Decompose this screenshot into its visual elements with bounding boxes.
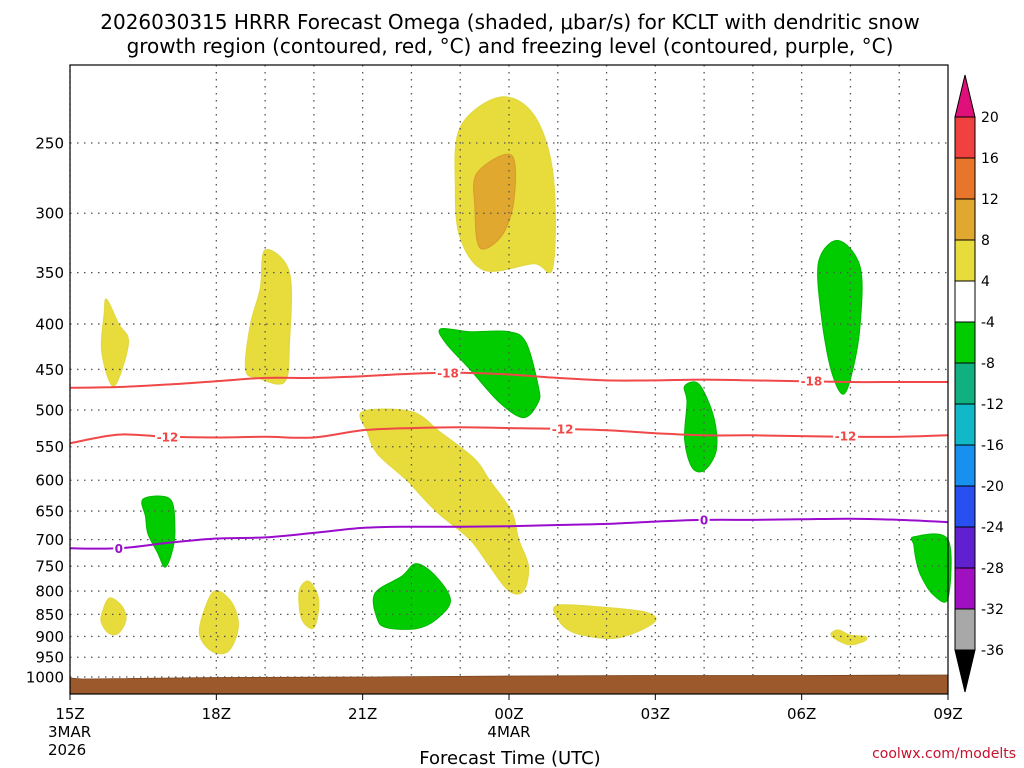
contour-line-0 bbox=[69, 517, 949, 550]
y-tick-label-400: 400 bbox=[35, 316, 64, 334]
omega-region-9 bbox=[553, 604, 657, 640]
x-tick-sub2-15Z: 2026 bbox=[48, 741, 86, 759]
contour-label-bg-0-2 bbox=[698, 512, 710, 527]
colorbar-swatch--36 bbox=[954, 608, 976, 651]
y-tick-label-650: 650 bbox=[35, 503, 64, 521]
omega-shaded-regions bbox=[100, 96, 952, 655]
x-tick-label-09Z: 09Z bbox=[933, 705, 962, 723]
colorbar-swatch-16 bbox=[954, 116, 976, 159]
omega-region-14 bbox=[683, 381, 718, 473]
credit-link[interactable]: coolwx.com/modelts bbox=[872, 746, 1016, 762]
y-tick-label-750: 750 bbox=[35, 558, 64, 576]
y-tick-label-700: 700 bbox=[35, 531, 64, 549]
y-tick-label-550: 550 bbox=[35, 438, 64, 456]
y-tick-label-350: 350 bbox=[35, 264, 64, 282]
colorbar-swatch--24 bbox=[954, 485, 976, 528]
contour-label-bg-0-1 bbox=[113, 541, 125, 556]
colorbar-swatch-4 bbox=[954, 239, 976, 282]
pressure-axis: 250 300 350 400 450 500 550 600 650 700 750 800 850 9… bbox=[26, 135, 64, 687]
contour-label-bg--12-1 bbox=[155, 429, 181, 444]
colorbar-swatch-8 bbox=[954, 198, 976, 241]
y-tick-label-1000: 1000 bbox=[26, 669, 64, 687]
colorbar-swatch--28 bbox=[954, 526, 976, 569]
contour-label--12-1: -12 bbox=[157, 430, 179, 444]
y-tick-label-800: 800 bbox=[35, 583, 64, 601]
x-tick-label-18Z: 18Z bbox=[202, 705, 231, 723]
contour-label--18-1: -18 bbox=[437, 366, 459, 380]
colorbar-label-4: 4 bbox=[981, 274, 990, 290]
y-tick-label-300: 300 bbox=[35, 205, 64, 223]
colorbar-swatch--20 bbox=[954, 444, 976, 487]
contour-line--12 bbox=[69, 426, 949, 445]
contour-label-bg--12-3 bbox=[833, 429, 859, 444]
colorbar-label-16: 16 bbox=[981, 151, 999, 167]
x-tick-label-00Z: 00Z bbox=[494, 705, 523, 723]
temperature-contours: -18 -18 -12 -12 -12 0 0 bbox=[69, 365, 949, 556]
x-tick-label-21Z: 21Z bbox=[348, 705, 377, 723]
colorbar-top-triangle bbox=[954, 74, 976, 118]
y-tick-label-450: 450 bbox=[35, 361, 64, 379]
omega-region-16 bbox=[910, 533, 952, 603]
x-tick-sub1-00Z: 4MAR bbox=[487, 723, 530, 741]
chart-title-line-2: growth region (contoured, red, °C) and f… bbox=[127, 34, 894, 58]
colorbar-label--28: -28 bbox=[981, 561, 1004, 577]
surface-terrain-fill bbox=[69, 674, 949, 695]
colorbar-swatch--32 bbox=[954, 567, 976, 610]
omega-region-15 bbox=[817, 239, 863, 395]
colorbar-swatch--8 bbox=[954, 321, 976, 364]
omega-region-10 bbox=[830, 629, 868, 646]
y-tick-label-600: 600 bbox=[35, 472, 64, 490]
contour-label--12-2: -12 bbox=[552, 422, 574, 436]
omega-region-6 bbox=[100, 597, 127, 636]
colorbar-label--20: -20 bbox=[981, 479, 1004, 495]
omega-region-2 bbox=[244, 248, 292, 385]
y-tick-label-950: 950 bbox=[35, 649, 64, 667]
colorbar-swatch--4 bbox=[954, 280, 976, 323]
colorbar-label--16: -16 bbox=[981, 438, 1004, 454]
contour-label--18-2: -18 bbox=[801, 375, 823, 389]
colorbar-label--24: -24 bbox=[981, 520, 1004, 536]
x-tick-label-15Z: 15Z bbox=[55, 705, 84, 723]
y-tick-label-850: 850 bbox=[35, 606, 64, 624]
omega-region-7 bbox=[198, 590, 239, 655]
contour-label-bg--12-2 bbox=[550, 421, 576, 436]
chart-title-line-1: 2026030315 HRRR Forecast Omega (shaded, … bbox=[100, 10, 919, 34]
x-tick-label-03Z: 03Z bbox=[641, 705, 670, 723]
colorbar-bottom-triangle bbox=[954, 649, 976, 693]
contour-label--12-3: -12 bbox=[835, 430, 857, 444]
colorbar-label--8: -8 bbox=[981, 356, 995, 372]
omega-region-5 bbox=[359, 408, 530, 595]
omega-region-1 bbox=[100, 298, 130, 387]
colorbar-label--4: -4 bbox=[981, 315, 995, 331]
contour-label-bg--18-2 bbox=[798, 374, 824, 389]
x-tick-label-06Z: 06Z bbox=[787, 705, 816, 723]
colorbar-legend: 20 16 12 8 4 -4 -8 -12 -16 -20 -24 -28 -32 -36 bbox=[954, 74, 1004, 693]
colorbar-swatch--16 bbox=[954, 403, 976, 446]
omega-region-8 bbox=[298, 580, 320, 630]
colorbar-swatch-12 bbox=[954, 157, 976, 200]
y-tick-label-250: 250 bbox=[35, 135, 64, 153]
colorbar-label-8: 8 bbox=[981, 233, 990, 249]
colorbar-label--32: -32 bbox=[981, 602, 1004, 618]
omega-region-13 bbox=[372, 563, 452, 630]
contour-label-0-2: 0 bbox=[700, 513, 708, 527]
colorbar-label-12: 12 bbox=[981, 192, 999, 208]
y-tick-label-900: 900 bbox=[35, 628, 64, 646]
surface-terrain bbox=[69, 674, 949, 695]
omega-region-4 bbox=[473, 153, 517, 250]
colorbar-label-20: 20 bbox=[981, 110, 999, 126]
omega-region-12 bbox=[141, 495, 176, 568]
colorbar-swatch--12 bbox=[954, 362, 976, 405]
contour-label-bg--18-1 bbox=[435, 365, 461, 380]
colorbar-label--12: -12 bbox=[981, 397, 1004, 413]
contour-label-0-1: 0 bbox=[115, 542, 123, 556]
y-tick-label-500: 500 bbox=[35, 402, 64, 420]
colorbar-label--36: -36 bbox=[981, 643, 1004, 659]
x-tick-sub1-15Z: 3MAR bbox=[48, 723, 91, 741]
x-axis-label: Forecast Time (UTC) bbox=[419, 748, 600, 768]
